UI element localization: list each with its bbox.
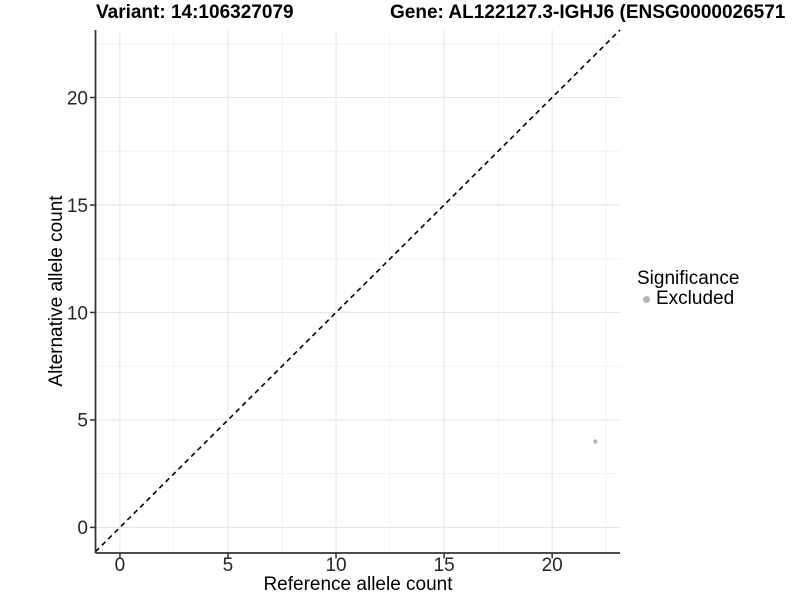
- x-axis-title: Reference allele count: [263, 574, 453, 595]
- y-axis-title: Alternative allele count: [46, 195, 67, 387]
- identity-dashed-line: [94, 29, 621, 553]
- legend-item: Excluded: [637, 289, 739, 309]
- x-tick-label: 0: [115, 555, 126, 576]
- y-tick-label: 20: [67, 88, 88, 109]
- x-tick-label: 5: [223, 555, 234, 576]
- legend: Significance Excluded: [637, 269, 739, 309]
- plot-title-gene: Gene: AL122127.3-IGHJ6 (ENSG0000026571: [390, 2, 786, 23]
- x-tick-label: 10: [325, 555, 346, 576]
- legend-title: Significance: [637, 268, 740, 289]
- y-tick-label: 15: [67, 196, 88, 217]
- legend-point-icon: [643, 295, 650, 303]
- x-tick-label: 15: [434, 555, 455, 576]
- y-tick-label: 5: [77, 411, 88, 432]
- y-tick-label: 10: [67, 303, 88, 324]
- x-tick-label: 20: [542, 555, 563, 576]
- y-tick-label: 0: [77, 518, 88, 539]
- plot-title-variant: Variant: 14:106327079: [96, 2, 294, 23]
- legend-item-label: Excluded: [656, 288, 735, 309]
- data-point: [593, 439, 598, 444]
